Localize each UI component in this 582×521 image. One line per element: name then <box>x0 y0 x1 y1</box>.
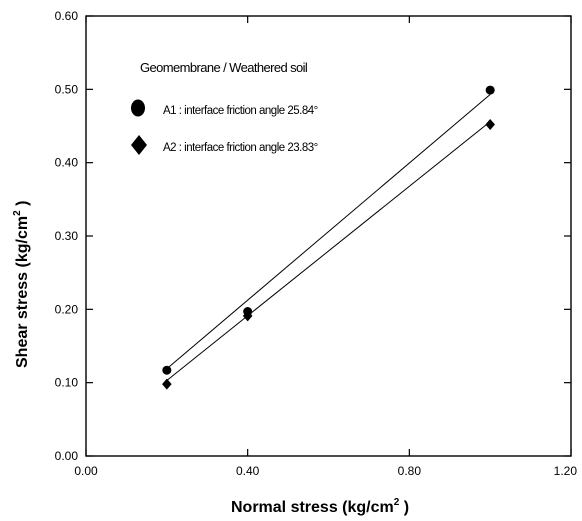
x-axis-title-close: ) <box>399 499 409 516</box>
point-series-2-diamond <box>485 119 495 131</box>
y-tick-label: 0.00 <box>55 449 79 463</box>
x-axis-title-main: Normal stress (kg/cm <box>231 499 394 516</box>
point-series-1-circle <box>162 365 172 375</box>
data-points <box>162 85 495 390</box>
point-series-2-diamond <box>242 310 253 322</box>
y-tick-label: 0.50 <box>55 82 79 96</box>
x-tick-label: 0.00 <box>74 464 98 478</box>
x-tick-label: 0.80 <box>398 464 422 478</box>
x-tick-label: 0.40 <box>236 464 260 478</box>
point-series-2-diamond <box>162 378 172 390</box>
y-axis-title-main: Shear stress (kg/cm <box>14 216 31 368</box>
legend-marker-circle <box>131 99 145 117</box>
ticks: 0.00 0.40 0.80 1.20 0.00 0.10 0.20 0.30 0.40 0.50… <box>55 9 578 478</box>
point-series-1-circle <box>485 85 495 95</box>
plot-frame <box>85 15 572 457</box>
fit-line-series-1 <box>166 94 491 370</box>
legend-circle-mark <box>131 99 145 117</box>
x-axis-title: Normal stress (kg/cm2 ) <box>231 497 409 516</box>
legend-diamond-mark <box>131 135 147 155</box>
y-axis-title-close: ) <box>14 201 31 211</box>
legend: A1 : interface friction angle 25.84° A2 … <box>131 99 318 155</box>
legend-marker-diamond <box>131 135 147 155</box>
x-tick-label: 1.20 <box>554 464 578 478</box>
y-axis-title: Shear stress (kg/cm2 ) <box>12 201 31 368</box>
x-axis-title-sup: 2 <box>394 497 400 508</box>
fit-lines <box>166 94 491 381</box>
y-tick-label: 0.20 <box>55 302 79 316</box>
legend-label-a2: A2 : interface friction angle 23.83° <box>163 142 318 154</box>
y-tick-label: 0.10 <box>55 376 79 390</box>
axes <box>85 15 572 457</box>
chart-subtitle: Geomembrane / Weathered soil <box>140 60 308 75</box>
y-axis-title-sup: 2 <box>12 210 23 216</box>
y-tick-label: 0.60 <box>55 9 79 23</box>
y-tick-label: 0.40 <box>55 156 79 170</box>
legend-label-a1: A1 : interface friction angle 25.84° <box>163 105 318 117</box>
fit-line-series-2 <box>166 121 491 381</box>
y-tick-label: 0.30 <box>55 229 79 243</box>
